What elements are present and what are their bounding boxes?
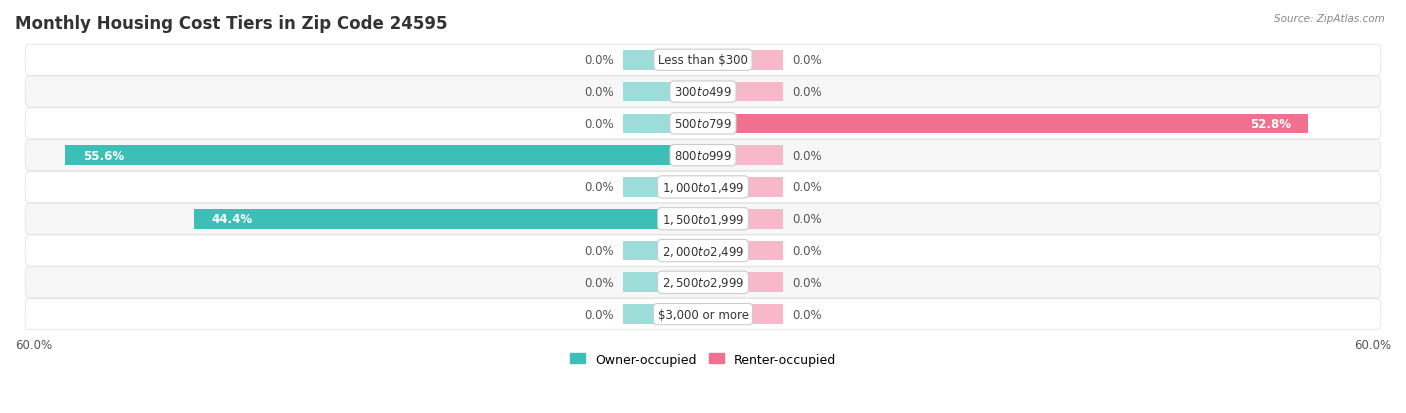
Text: $1,500 to $1,999: $1,500 to $1,999 — [662, 212, 744, 226]
Bar — [703, 146, 783, 166]
FancyBboxPatch shape — [25, 77, 1381, 108]
Text: 0.0%: 0.0% — [583, 244, 613, 257]
Text: 0.0%: 0.0% — [793, 244, 823, 257]
Text: 0.0%: 0.0% — [583, 54, 613, 67]
FancyBboxPatch shape — [25, 235, 1381, 266]
Text: 0.0%: 0.0% — [583, 276, 613, 289]
Bar — [703, 51, 783, 71]
Text: Monthly Housing Cost Tiers in Zip Code 24595: Monthly Housing Cost Tiers in Zip Code 2… — [15, 15, 447, 33]
Text: 0.0%: 0.0% — [793, 276, 823, 289]
Text: $1,000 to $1,499: $1,000 to $1,499 — [662, 180, 744, 195]
FancyBboxPatch shape — [25, 45, 1381, 76]
Text: 0.0%: 0.0% — [793, 181, 823, 194]
FancyBboxPatch shape — [25, 172, 1381, 203]
Text: 44.4%: 44.4% — [211, 213, 252, 225]
Text: Less than $300: Less than $300 — [658, 54, 748, 67]
Bar — [623, 83, 703, 102]
Text: 0.0%: 0.0% — [583, 86, 613, 99]
Text: 0.0%: 0.0% — [793, 308, 823, 321]
Text: $800 to $999: $800 to $999 — [673, 149, 733, 162]
FancyBboxPatch shape — [25, 299, 1381, 330]
FancyBboxPatch shape — [25, 204, 1381, 235]
Bar — [703, 114, 1309, 134]
Text: 0.0%: 0.0% — [583, 118, 613, 131]
Bar — [703, 304, 783, 324]
Text: $300 to $499: $300 to $499 — [673, 86, 733, 99]
Bar — [623, 273, 703, 292]
Text: $2,500 to $2,999: $2,500 to $2,999 — [662, 275, 744, 290]
Text: 0.0%: 0.0% — [583, 308, 613, 321]
Text: 60.0%: 60.0% — [1354, 338, 1391, 351]
Bar — [703, 83, 783, 102]
Bar — [623, 304, 703, 324]
FancyBboxPatch shape — [25, 140, 1381, 171]
Bar — [703, 178, 783, 197]
Bar — [703, 241, 783, 261]
Bar — [66, 146, 703, 166]
Bar — [623, 241, 703, 261]
Text: 0.0%: 0.0% — [793, 149, 823, 162]
Text: $500 to $799: $500 to $799 — [673, 118, 733, 131]
Bar — [623, 114, 703, 134]
Text: $2,000 to $2,499: $2,000 to $2,499 — [662, 244, 744, 258]
Text: Source: ZipAtlas.com: Source: ZipAtlas.com — [1274, 14, 1385, 24]
Bar — [623, 51, 703, 71]
Bar — [703, 273, 783, 292]
FancyBboxPatch shape — [25, 267, 1381, 298]
Bar — [194, 209, 703, 229]
Text: 0.0%: 0.0% — [793, 86, 823, 99]
Bar — [623, 178, 703, 197]
Bar — [703, 209, 783, 229]
Text: 60.0%: 60.0% — [15, 338, 52, 351]
Text: 0.0%: 0.0% — [793, 213, 823, 225]
Text: $3,000 or more: $3,000 or more — [658, 308, 748, 321]
Text: 0.0%: 0.0% — [583, 181, 613, 194]
Legend: Owner-occupied, Renter-occupied: Owner-occupied, Renter-occupied — [565, 348, 841, 371]
Text: 0.0%: 0.0% — [793, 54, 823, 67]
Text: 52.8%: 52.8% — [1250, 118, 1291, 131]
FancyBboxPatch shape — [25, 109, 1381, 140]
Text: 55.6%: 55.6% — [83, 149, 124, 162]
